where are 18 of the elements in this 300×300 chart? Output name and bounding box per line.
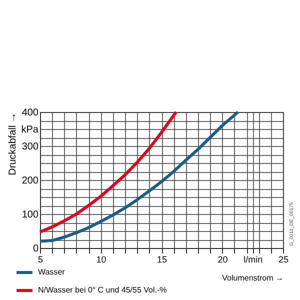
x-tick-label: 10 [96, 254, 106, 264]
y-tick-label: 200 [22, 176, 39, 186]
y-tick-label: 400 [22, 108, 39, 118]
y-tick-label: kPa [21, 124, 39, 136]
legend-label: Wasser [38, 268, 66, 276]
legend-label: N/Wasser bei 0° C und 45/55 Vol.-% [38, 286, 167, 294]
x-tick-label: 5 [38, 254, 44, 264]
y-axis-title: Druckabfall → [7, 112, 18, 176]
x-tick-label: l/min [244, 254, 263, 264]
x-axis-title: Volumenstrom → [222, 274, 284, 282]
line-series [38, 110, 178, 234]
line-series [38, 110, 240, 243]
y-tick-label: 300 [22, 142, 39, 152]
x-tick-label: 20 [218, 254, 228, 264]
y-tick-label: 100 [22, 210, 39, 220]
x-tick-label: 15 [156, 254, 168, 264]
y-tick-label: 0 [32, 244, 39, 254]
x-tick-label: 25 [278, 254, 289, 264]
